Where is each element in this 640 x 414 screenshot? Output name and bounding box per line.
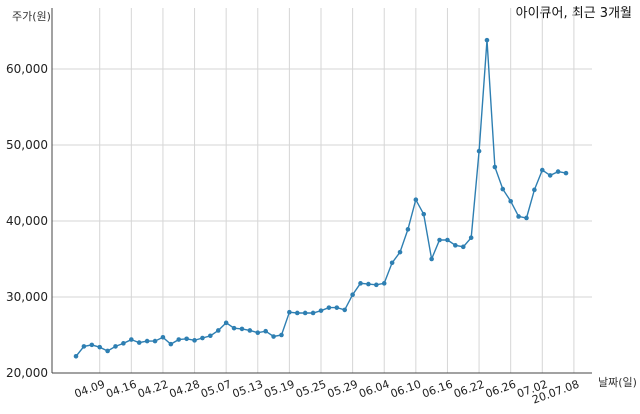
data-point bbox=[437, 237, 442, 243]
axes bbox=[51, 8, 592, 374]
data-point bbox=[381, 281, 387, 286]
x-tick-label: 05.29 bbox=[326, 378, 360, 401]
x-tick-label: 06.04 bbox=[357, 378, 391, 401]
data-point bbox=[160, 334, 166, 340]
data-point bbox=[547, 173, 553, 178]
data-point bbox=[500, 186, 506, 192]
x-tick-label: 05.19 bbox=[262, 378, 296, 401]
data-point bbox=[271, 334, 276, 339]
data-point bbox=[89, 342, 95, 348]
data-point bbox=[532, 187, 537, 193]
data-point bbox=[168, 341, 174, 347]
data-point bbox=[563, 170, 569, 176]
data-point bbox=[374, 282, 379, 288]
data-point bbox=[302, 310, 308, 316]
data-point bbox=[152, 338, 158, 344]
x-tick-label: 06.10 bbox=[389, 378, 423, 401]
grid bbox=[52, 8, 592, 373]
data-point bbox=[539, 167, 545, 173]
data-point bbox=[121, 341, 126, 346]
y-tick-label: 50,000 bbox=[6, 138, 48, 152]
y-axis-label: 주가(원) bbox=[12, 10, 51, 23]
data-point bbox=[397, 249, 403, 255]
x-tick-label: 06.22 bbox=[452, 378, 486, 401]
data-point bbox=[468, 235, 474, 241]
data-point bbox=[129, 337, 134, 342]
x-tick-label: 05.25 bbox=[294, 378, 328, 401]
data-point bbox=[279, 332, 284, 338]
data-point bbox=[555, 169, 561, 174]
data-point bbox=[350, 292, 355, 298]
data-point bbox=[255, 330, 261, 336]
data-point bbox=[524, 215, 529, 221]
data-point bbox=[73, 353, 79, 359]
data-point bbox=[239, 326, 245, 332]
y-tick-labels: 20,000 30,000 40,000 50,000 60,000 bbox=[6, 62, 48, 380]
data-point bbox=[366, 281, 371, 287]
x-tick-label: 06.26 bbox=[484, 378, 518, 401]
data-point bbox=[105, 348, 110, 354]
data-point bbox=[429, 256, 434, 262]
data-point bbox=[508, 198, 513, 204]
data-point bbox=[492, 164, 498, 170]
data-point bbox=[445, 237, 450, 243]
data-point bbox=[113, 344, 118, 349]
x-tick-labels: 04.0904.1604.2204.2805.0705.1305.1905.25… bbox=[73, 378, 581, 407]
data-point bbox=[460, 244, 466, 250]
data-point bbox=[453, 243, 458, 248]
x-tick-label: 04.09 bbox=[73, 378, 107, 401]
y-tick-label: 40,000 bbox=[6, 214, 48, 228]
x-tick-label: 05.07 bbox=[199, 378, 233, 401]
data-point bbox=[287, 309, 292, 315]
data-point bbox=[184, 336, 189, 342]
data-point bbox=[144, 338, 150, 344]
x-axis-label: 날짜(일) bbox=[598, 375, 637, 389]
data-point bbox=[413, 197, 419, 203]
x-tick-label: 06.16 bbox=[420, 378, 454, 401]
data-point bbox=[200, 335, 205, 341]
data-point bbox=[97, 344, 103, 350]
data-point bbox=[294, 310, 300, 316]
data-point bbox=[358, 281, 363, 286]
data-point bbox=[405, 227, 411, 232]
data-point bbox=[208, 333, 213, 339]
data-point bbox=[342, 307, 348, 313]
x-tick-label: 04.16 bbox=[104, 378, 138, 401]
data-point bbox=[247, 328, 253, 333]
data-point bbox=[223, 320, 229, 326]
price-series bbox=[73, 37, 569, 359]
x-tick-label: 04.28 bbox=[168, 378, 202, 401]
x-tick-label: 04.22 bbox=[136, 378, 170, 401]
data-point bbox=[176, 337, 182, 342]
data-point bbox=[310, 310, 316, 316]
y-tick-label: 20,000 bbox=[6, 366, 48, 380]
x-tick-label: 05.13 bbox=[231, 378, 265, 401]
data-point bbox=[334, 305, 340, 310]
data-point bbox=[263, 328, 268, 334]
data-point bbox=[192, 338, 197, 343]
data-point bbox=[231, 325, 237, 331]
data-point bbox=[484, 37, 490, 43]
y-tick-label: 60,000 bbox=[6, 62, 48, 76]
data-point bbox=[318, 308, 324, 313]
data-point bbox=[389, 260, 395, 266]
data-point bbox=[215, 328, 221, 333]
y-tick-label: 30,000 bbox=[6, 290, 48, 304]
data-point bbox=[136, 340, 142, 345]
data-point bbox=[516, 214, 521, 219]
data-point bbox=[81, 344, 87, 349]
data-point bbox=[326, 305, 332, 310]
data-point bbox=[421, 211, 427, 217]
data-point bbox=[476, 148, 482, 154]
